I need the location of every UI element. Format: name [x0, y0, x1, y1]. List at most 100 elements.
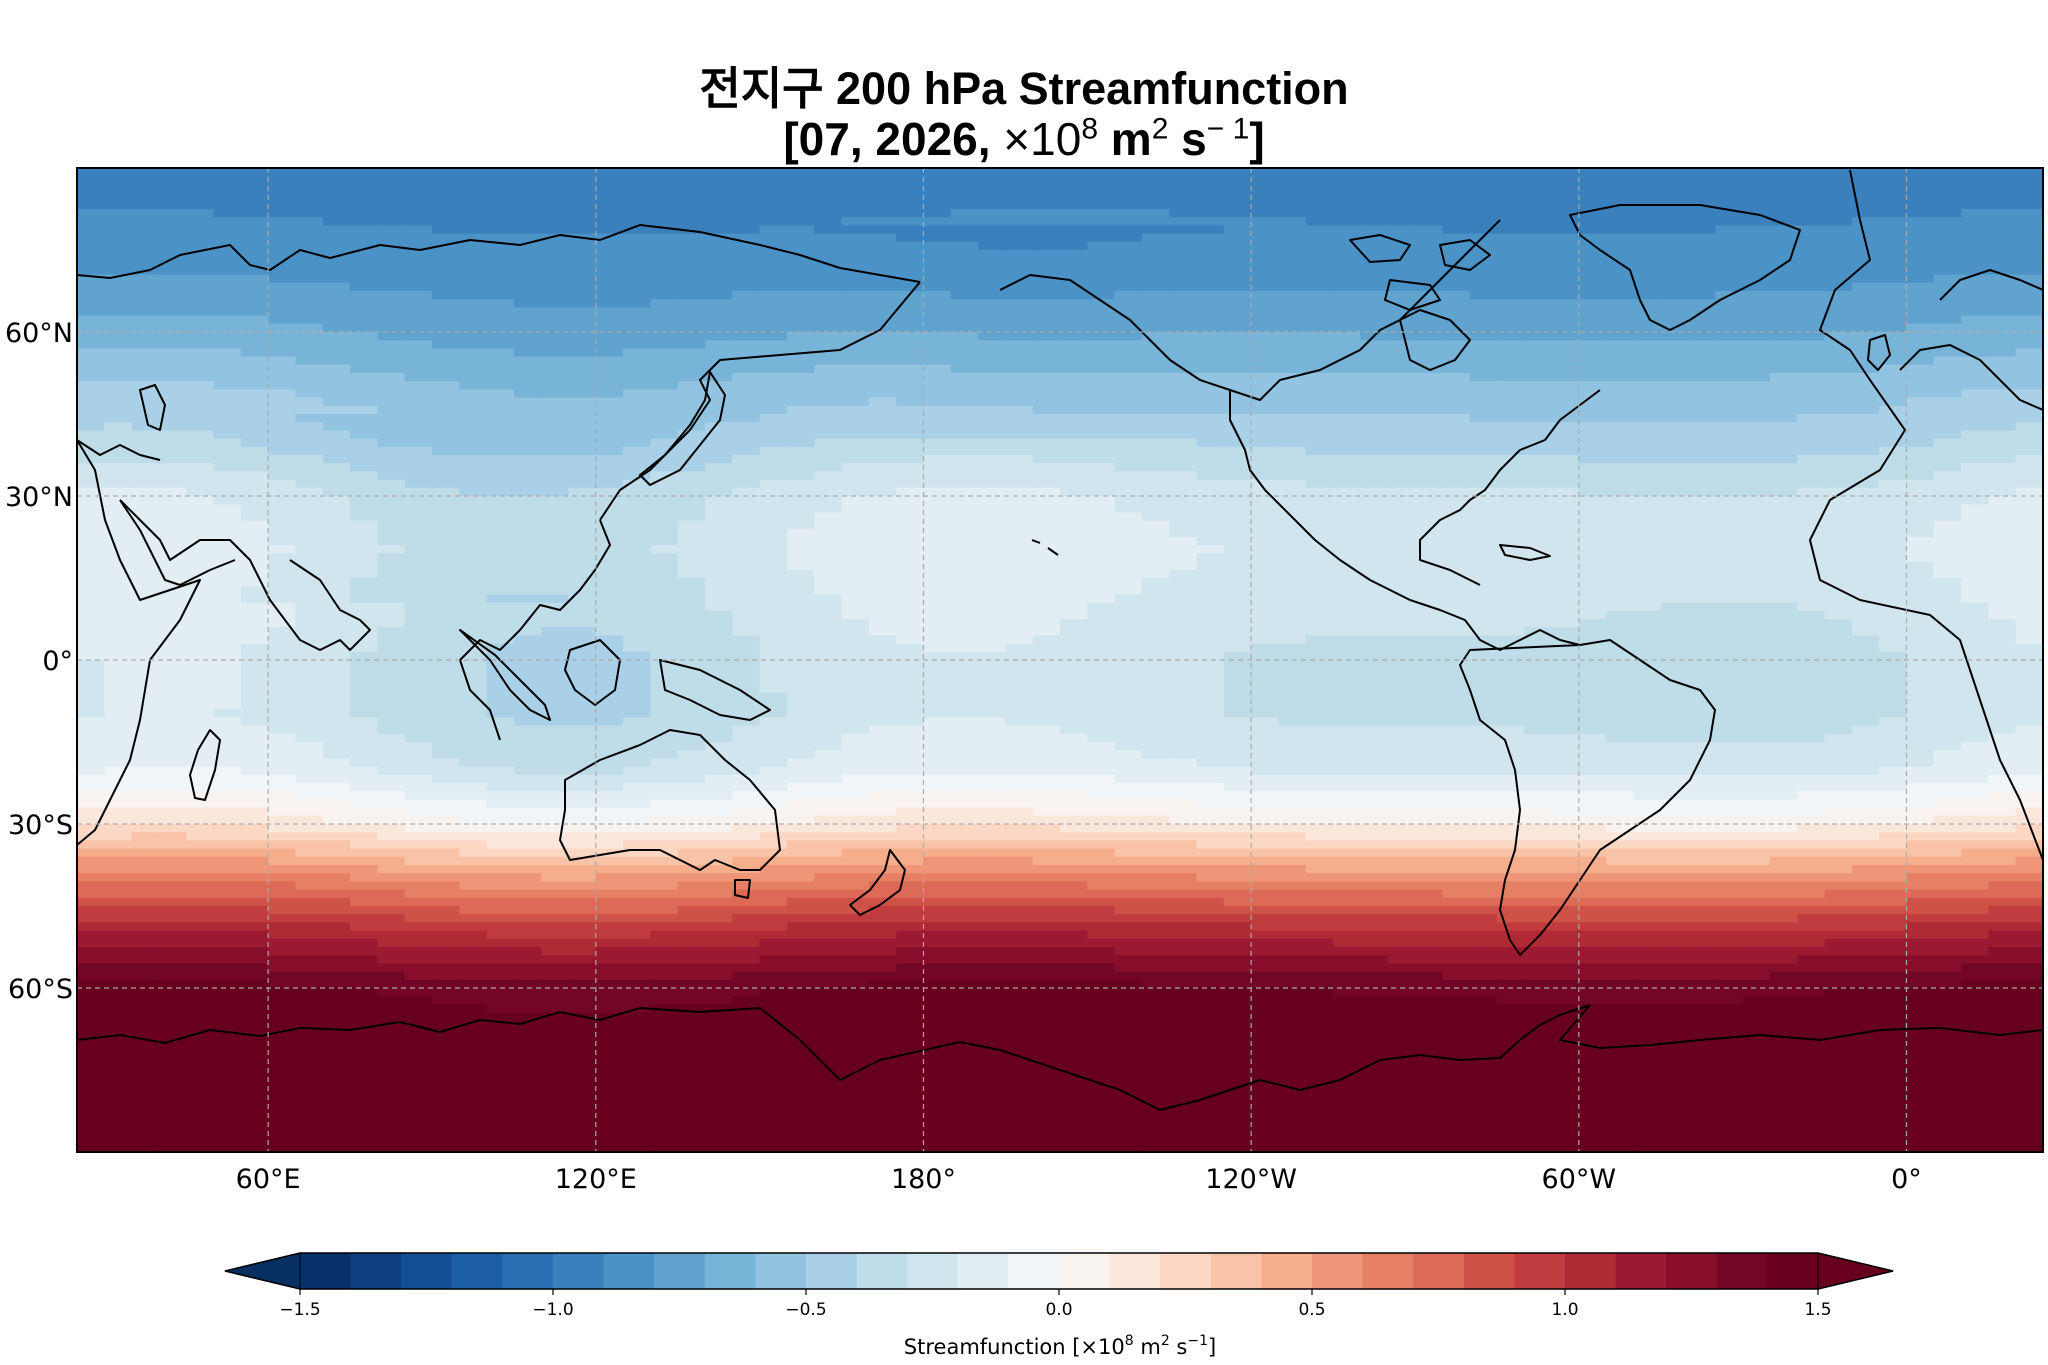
field-cell — [186, 586, 215, 596]
field-cell — [1606, 692, 1635, 702]
field-cell — [1005, 299, 1034, 309]
field-cell — [1524, 356, 1553, 366]
field-cell — [1797, 668, 1826, 678]
field-cell — [1933, 217, 1962, 227]
field-cell — [732, 315, 761, 325]
field-cell — [350, 701, 379, 710]
field-cell — [1961, 553, 1990, 563]
field-cell — [268, 266, 297, 276]
field-cell — [1196, 692, 1225, 702]
field-cell — [322, 274, 351, 284]
field-cell — [1223, 520, 1252, 530]
field-cell — [186, 602, 215, 612]
field-cell — [77, 569, 106, 579]
field-cell — [513, 578, 542, 587]
field-cell — [186, 282, 215, 292]
field-cell — [1824, 610, 1853, 620]
field-cell — [1333, 569, 1362, 579]
field-cell — [705, 668, 734, 678]
field-cell — [431, 315, 461, 325]
field-cell — [650, 537, 679, 546]
field-cell — [186, 414, 215, 423]
field-cell — [213, 668, 242, 678]
field-cell — [268, 430, 297, 440]
field-cell — [1715, 651, 1744, 661]
field-cell — [513, 209, 542, 218]
field-cell — [1005, 414, 1034, 423]
field-cell — [1305, 356, 1334, 366]
field-cell — [1333, 373, 1362, 382]
field-cell — [1196, 315, 1225, 325]
field-cell — [759, 627, 788, 637]
field-cell — [377, 594, 406, 604]
field-cell — [1251, 504, 1280, 514]
field-cell — [1688, 422, 1717, 432]
field-cell — [1360, 684, 1389, 694]
field-cell — [568, 209, 597, 218]
field-cell — [1715, 725, 1744, 735]
field-cell — [486, 217, 515, 227]
field-cell — [77, 422, 106, 432]
field-cell — [1524, 323, 1553, 333]
field-cell — [1442, 291, 1471, 300]
field-cell — [1442, 528, 1471, 538]
field-cell — [1141, 291, 1171, 300]
field-cell — [404, 291, 433, 300]
field-cell — [1087, 701, 1116, 710]
field-cell — [77, 725, 106, 735]
field-cell — [1906, 496, 1935, 505]
field-cell — [1633, 356, 1662, 366]
field-cell — [1060, 414, 1089, 423]
field-cell — [1906, 364, 1935, 374]
field-cell — [677, 651, 706, 661]
field-cell — [1305, 561, 1334, 571]
field-cell — [350, 627, 379, 637]
field-cell — [623, 258, 652, 268]
field-cell — [1169, 381, 1198, 391]
field-cell — [1961, 537, 1990, 546]
field-cell — [623, 250, 652, 259]
field-cell — [541, 315, 570, 325]
field-cell — [1715, 192, 1744, 202]
field-cell — [1442, 176, 1471, 186]
field-cell — [2015, 496, 2043, 505]
field-cell — [213, 594, 242, 604]
field-cell — [677, 233, 706, 243]
field-cell — [705, 225, 734, 235]
field-cell — [814, 241, 843, 251]
field-cell — [131, 471, 160, 481]
field-cell — [158, 479, 188, 489]
field-cell — [541, 258, 570, 268]
field-cell — [923, 422, 952, 432]
field-cell — [978, 397, 1007, 407]
field-cell — [1906, 709, 1935, 719]
field-cell — [677, 692, 706, 702]
field-cell — [268, 455, 297, 464]
field-cell — [1824, 258, 1853, 268]
field-cell — [896, 233, 925, 243]
field-cell — [623, 168, 652, 177]
field-cell — [595, 537, 624, 546]
field-cell — [104, 602, 133, 612]
field-cell — [486, 537, 515, 546]
field-cell — [77, 479, 106, 489]
field-cell — [1060, 512, 1089, 522]
field-cell — [541, 250, 570, 259]
field-cell — [650, 545, 679, 555]
field-cell — [1141, 381, 1171, 391]
field-cell — [1769, 496, 1799, 505]
field-cell — [1442, 676, 1471, 686]
field-cell — [950, 233, 979, 243]
field-cell — [1633, 610, 1662, 620]
field-cell — [896, 635, 925, 645]
field-cell — [650, 553, 679, 563]
field-cell — [1797, 561, 1826, 571]
field-cell — [1087, 323, 1116, 333]
field-cell — [1769, 668, 1799, 678]
field-cell — [1442, 209, 1471, 218]
field-cell — [1141, 586, 1171, 596]
field-cell — [1196, 569, 1225, 579]
field-cell — [786, 528, 816, 538]
field-cell — [1879, 323, 1908, 333]
field-cell — [1223, 471, 1252, 481]
